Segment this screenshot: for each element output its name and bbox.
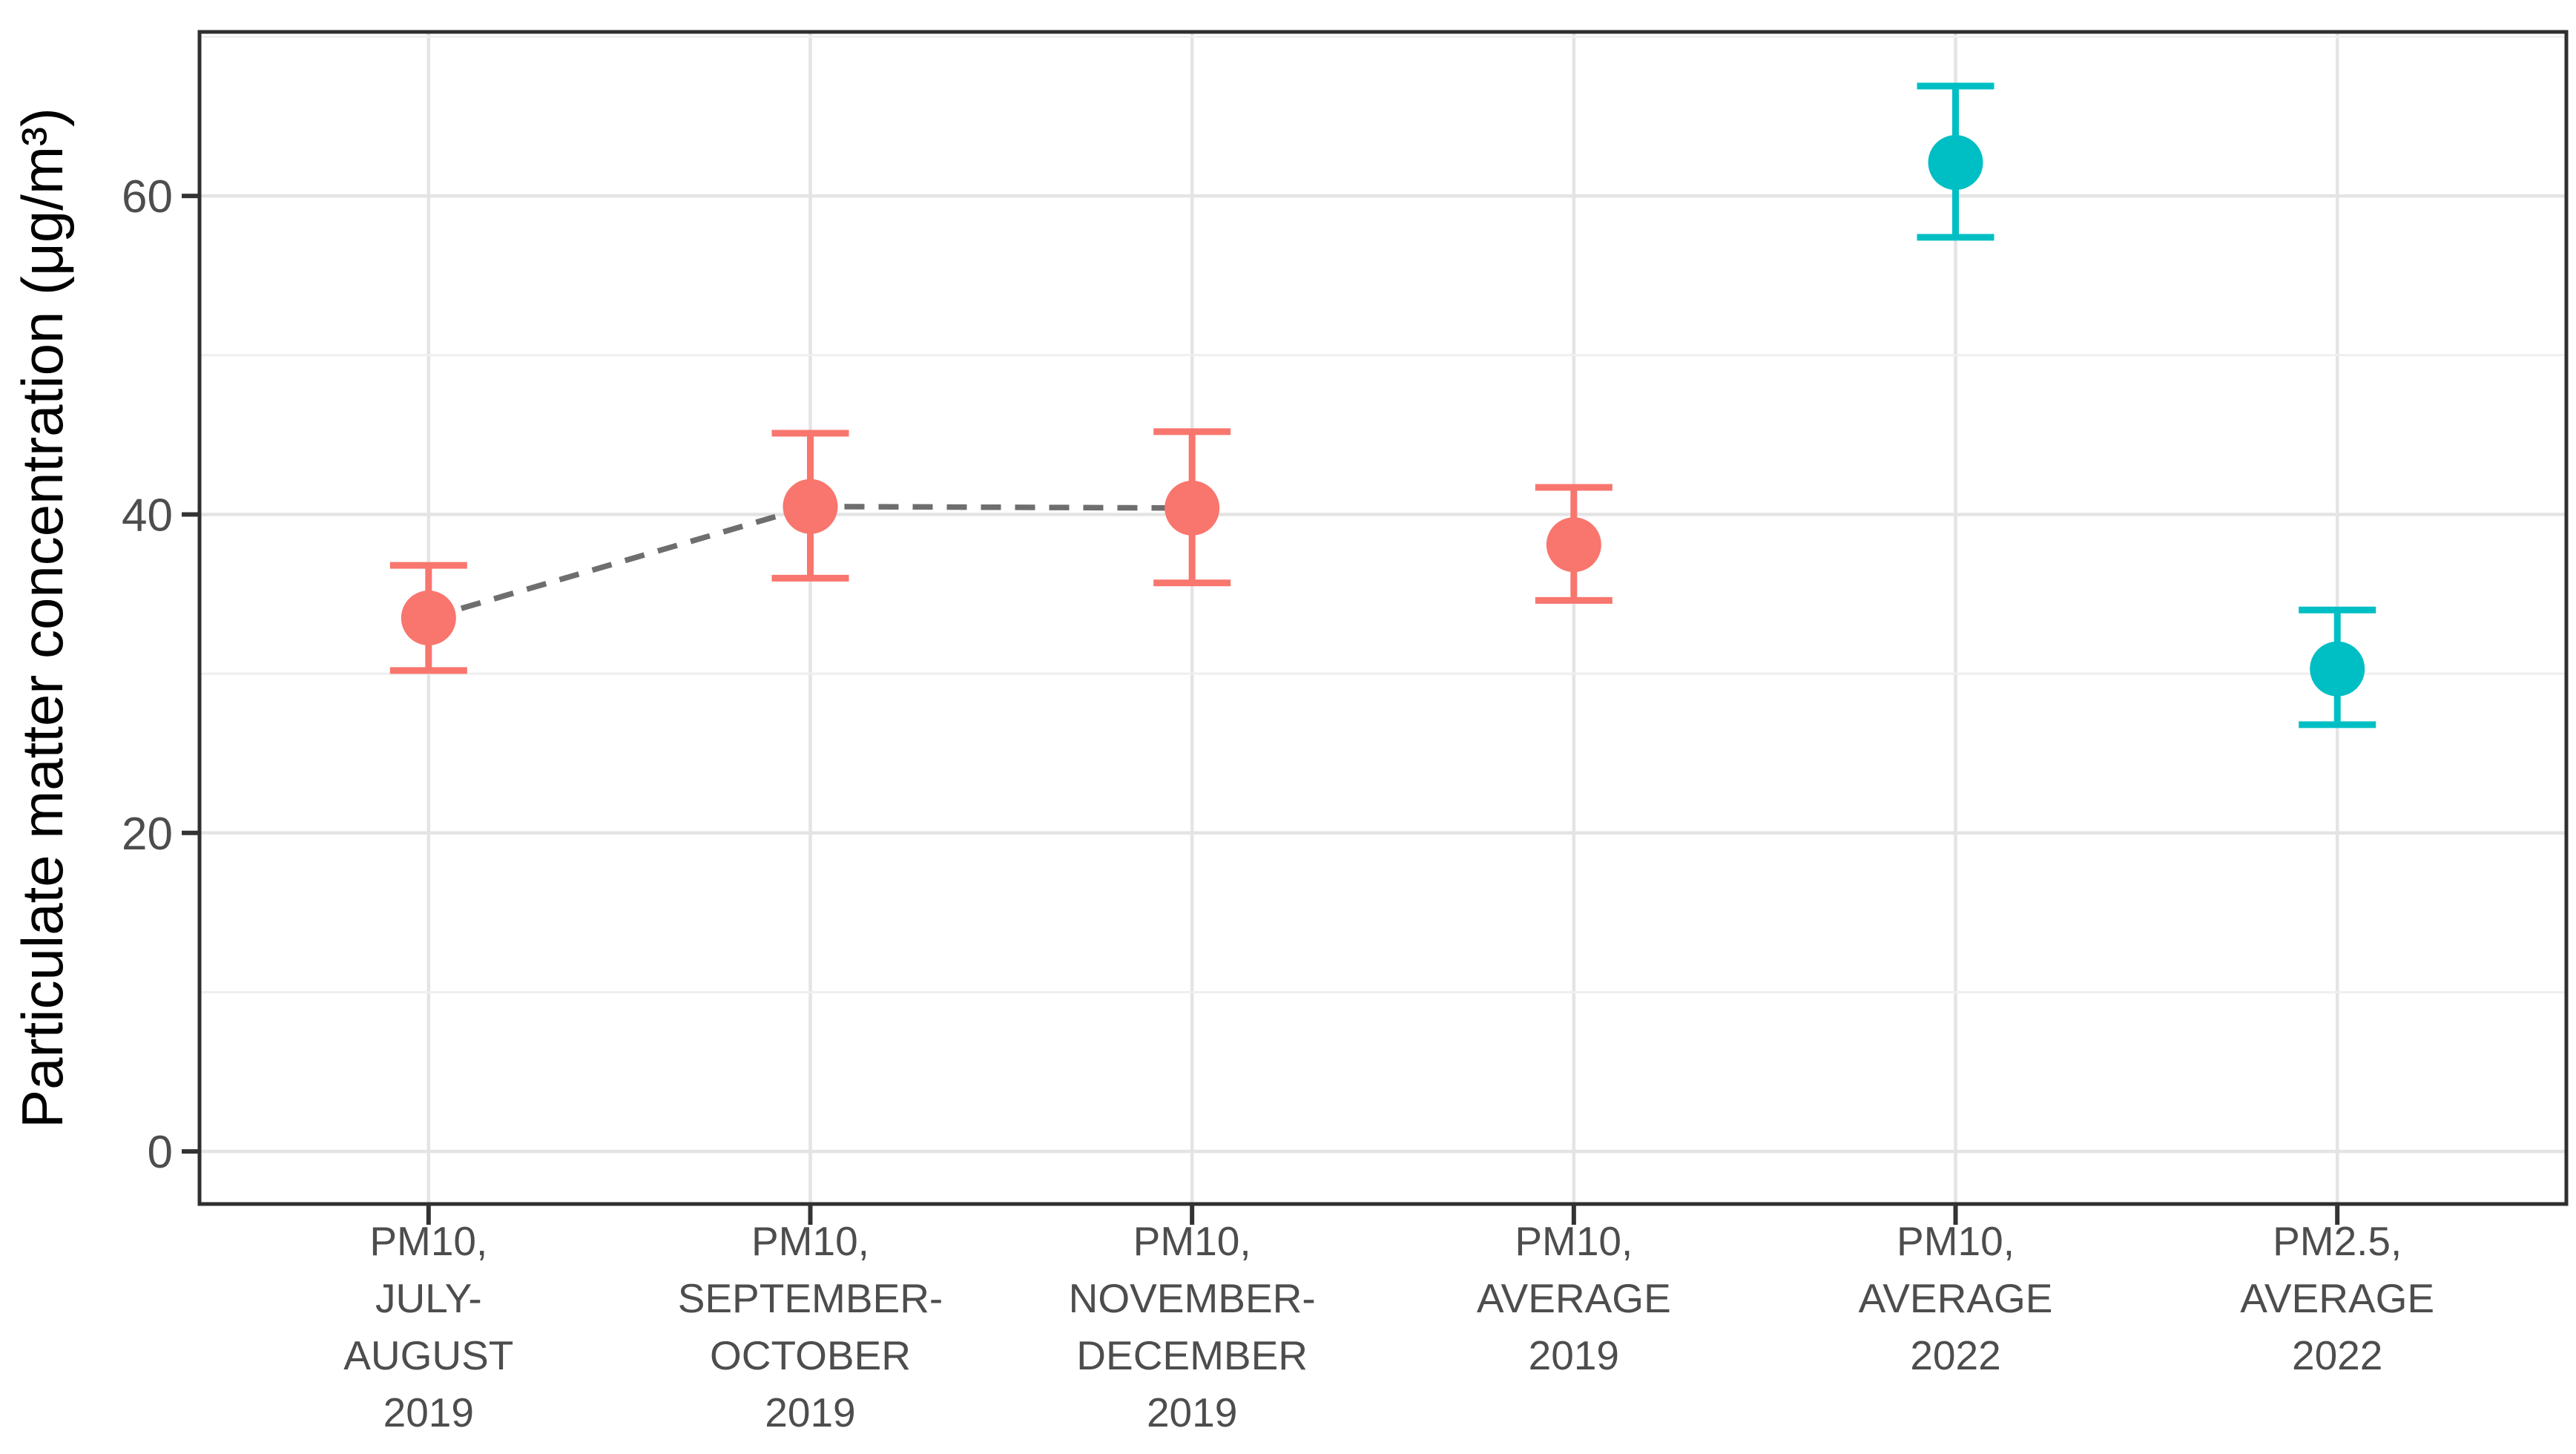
trend-connector-dashed-line: [427, 504, 811, 621]
data-point: [2310, 641, 2365, 697]
panel-border: [197, 30, 2569, 1206]
x-tick-label: PM10, SEPTEMBER-OCTOBER 2019: [678, 1218, 943, 1435]
trend-connector-dashed-line: [810, 503, 1193, 511]
x-tick-label: PM10, AVERAGE 2022: [1859, 1218, 2053, 1378]
y-tick-label: 40: [122, 490, 173, 541]
data-point: [783, 478, 838, 534]
y-axis-title: Particulate matter concentration (μg/m³): [10, 108, 75, 1128]
data-point: [1546, 517, 1601, 573]
data-point: [401, 591, 456, 645]
y-tick-label: 60: [122, 171, 173, 223]
data-point: [1165, 480, 1220, 536]
x-tick-label: PM10, JULY-AUGUST 2019: [343, 1218, 513, 1435]
y-tick-label: 0: [148, 1127, 173, 1178]
x-tick-label: PM10, NOVEMBER-DECEMBER 2019: [1069, 1218, 1316, 1435]
data-point: [1928, 135, 1983, 191]
x-tick-label: PM10, AVERAGE 2019: [1477, 1218, 1671, 1378]
x-tick-label: PM2.5, AVERAGE 2022: [2240, 1218, 2434, 1378]
y-tick-label: 20: [122, 809, 173, 860]
